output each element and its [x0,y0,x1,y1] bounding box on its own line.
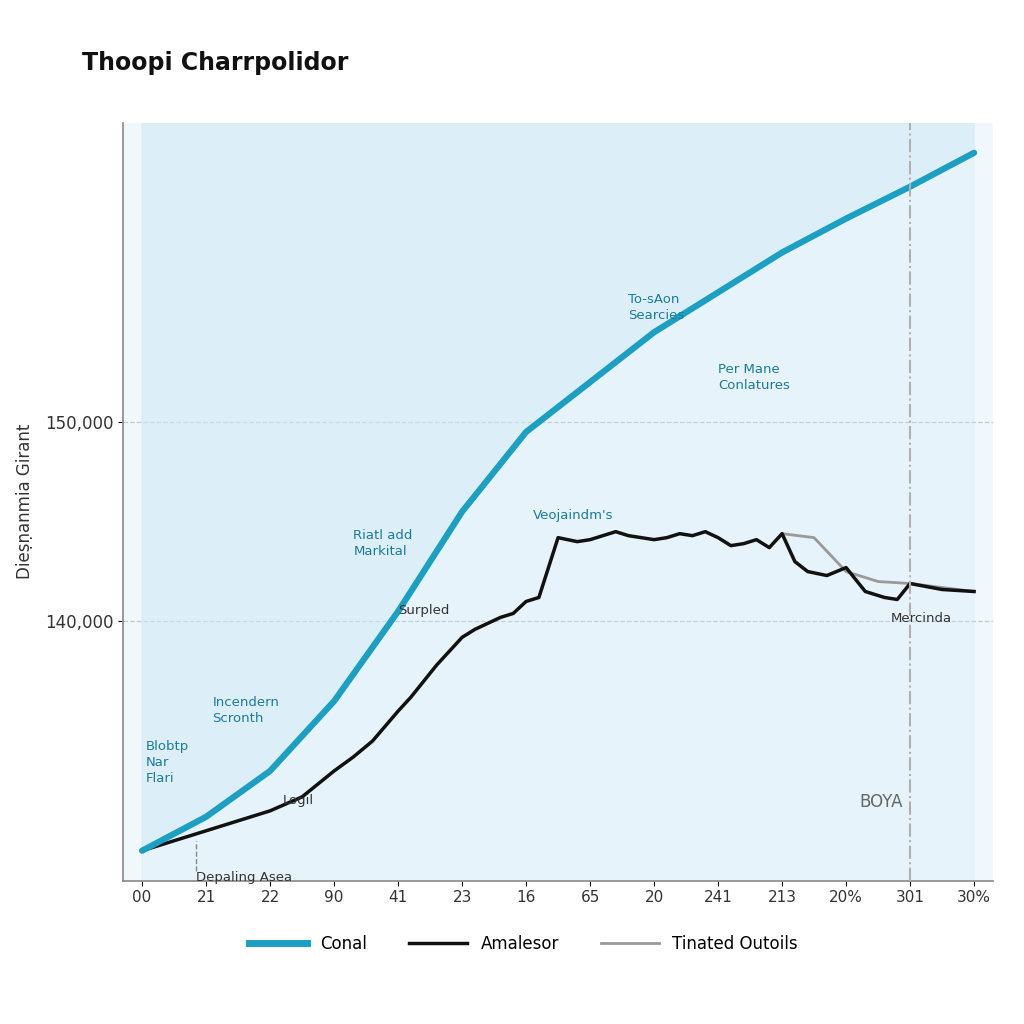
Text: Veojaindm's: Veojaindm's [532,509,613,521]
Polygon shape [142,153,974,881]
Y-axis label: Dieṣṇanmia Girant: Dieṣṇanmia Girant [15,424,34,580]
Text: To-sAon
Searcies: To-sAon Searcies [629,293,685,323]
Legend: Conal, Amalesor, Tinated Outoils: Conal, Amalesor, Tinated Outoils [242,928,805,959]
Text: Per Mane
Conlatures: Per Mane Conlatures [718,364,790,392]
Text: Incendern
Scronth: Incendern Scronth [212,696,280,725]
Text: Surpled: Surpled [398,604,450,617]
Text: Thoopi Charrpolidor: Thoopi Charrpolidor [82,51,348,75]
Text: Mercinda: Mercinda [891,612,952,626]
Text: Riatl add
Markital: Riatl add Markital [353,528,413,558]
Text: BOYA: BOYA [859,793,902,811]
Text: Logil: Logil [283,794,314,807]
Text: Depaling Asea: Depaling Asea [197,870,293,884]
Text: Blobtp
Nar
Flari: Blobtp Nar Flari [145,740,188,785]
Polygon shape [142,123,974,851]
